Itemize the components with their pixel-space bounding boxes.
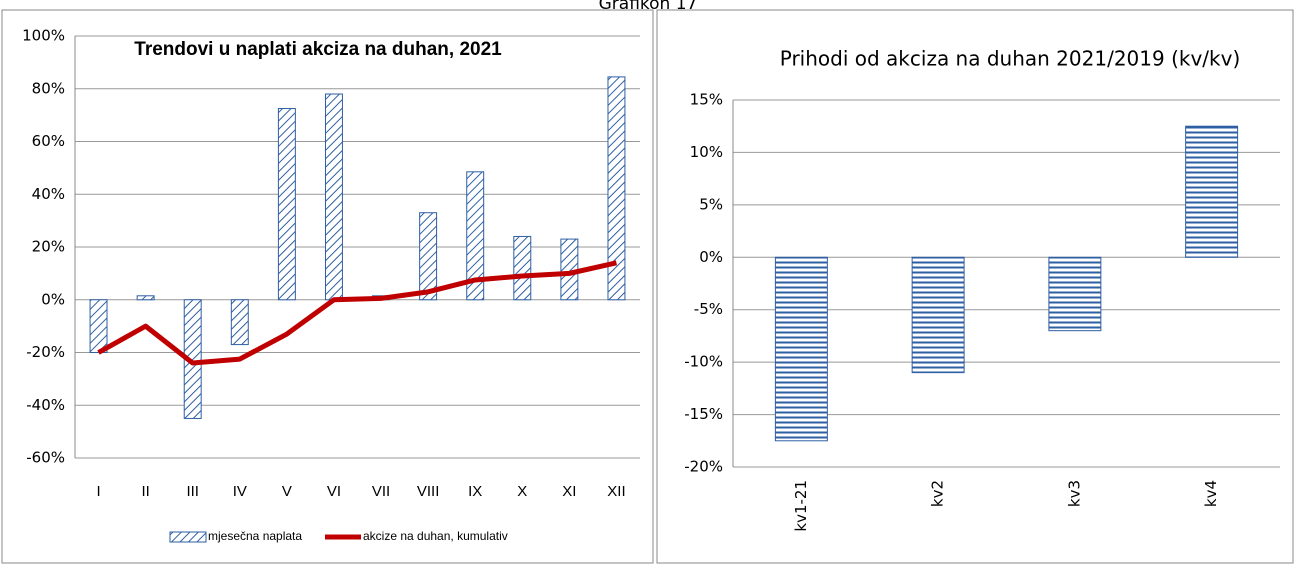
bar (774, 256, 828, 442)
y-tick-label: -20% (684, 458, 723, 476)
bar (560, 238, 579, 301)
bar (607, 76, 626, 301)
x-tick-label: kv3 (1065, 480, 1083, 507)
y-tick-label: 5% (699, 195, 723, 213)
y-tick-label: 40% (32, 185, 65, 203)
x-tick-label: VII (372, 483, 390, 500)
x-tick-label: XI (562, 483, 576, 500)
bar (324, 93, 343, 301)
right-panel (656, 9, 1294, 564)
x-tick-label: X (517, 483, 527, 500)
chart-title: Trendovi u naplati akciza na duhan, 2021 (134, 39, 502, 60)
y-tick-label: 100% (22, 27, 65, 45)
bar (89, 299, 108, 353)
legend-swatch (169, 531, 207, 543)
bar (1048, 256, 1102, 332)
bar (1185, 125, 1239, 258)
y-tick-label: -20% (26, 343, 65, 361)
x-tick-label: II (141, 483, 149, 500)
y-tick-label: 10% (690, 143, 723, 161)
legend-label: akcize na duhan, kumulativ (363, 529, 508, 543)
page-header: Grafikon 17 (599, 0, 698, 14)
x-tick-label: kv4 (1202, 480, 1220, 507)
y-tick-label: 20% (32, 238, 65, 256)
y-tick-label: 80% (32, 79, 65, 97)
bar (466, 171, 485, 301)
x-tick-label: kv2 (929, 480, 947, 507)
x-tick-label: III (186, 483, 199, 500)
x-tick-label: kv1-21 (792, 480, 810, 532)
x-tick-label: VIII (417, 483, 440, 500)
y-tick-label: 0% (41, 290, 65, 308)
legend-label: mjesečna naplata (208, 529, 302, 543)
y-tick-label: -5% (694, 300, 723, 318)
x-tick-label: I (96, 483, 100, 500)
bar (230, 299, 249, 346)
x-tick-label: IX (468, 483, 482, 500)
x-tick-label: XII (607, 483, 625, 500)
line-series (97, 260, 618, 366)
left-panel (1, 9, 654, 564)
x-tick-label: VI (327, 483, 341, 500)
y-tick-label: -60% (26, 449, 65, 467)
y-tick-label: -10% (684, 353, 723, 371)
y-tick-label: 60% (32, 132, 65, 150)
bar (136, 295, 155, 301)
x-tick-label: IV (233, 483, 247, 500)
y-tick-label: -15% (684, 405, 723, 423)
y-tick-label: 0% (699, 248, 723, 266)
y-tick-label: 15% (690, 91, 723, 109)
chart-title: Prihodi od akciza na duhan 2021/2019 (kv… (780, 47, 1241, 71)
bar (277, 108, 296, 301)
y-tick-label: -40% (26, 396, 65, 414)
x-tick-label: V (282, 483, 292, 500)
bar (419, 212, 438, 301)
bar (513, 235, 532, 301)
bar (911, 256, 965, 374)
